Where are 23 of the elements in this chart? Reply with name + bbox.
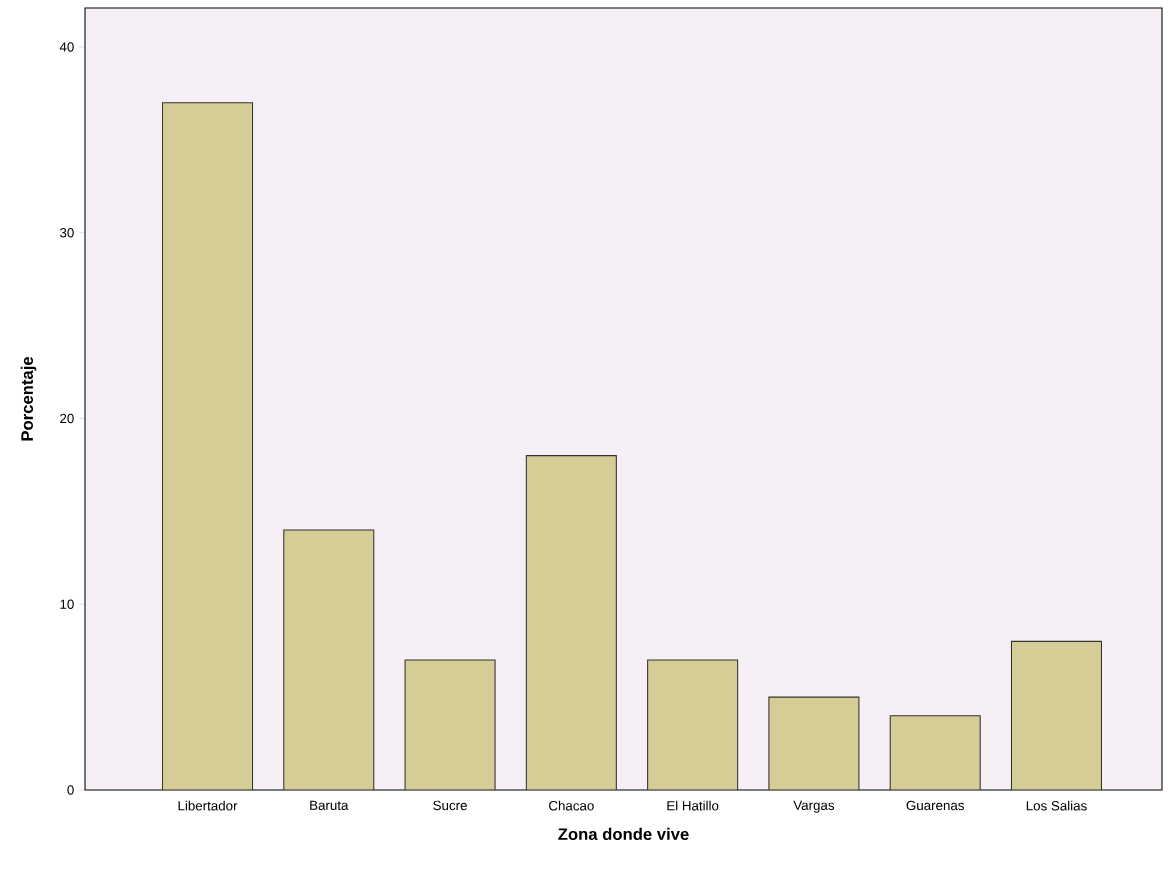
x-tick-label: Los Salias xyxy=(1026,800,1087,811)
bar xyxy=(768,696,860,790)
y-tick-label: 40 xyxy=(59,42,74,52)
bar xyxy=(525,455,617,790)
y-tick-label: 0 xyxy=(67,785,74,795)
bar xyxy=(889,715,981,790)
y-axis-title: Porcentaje xyxy=(20,356,37,441)
bar xyxy=(647,659,739,790)
x-tick-label: Baruta xyxy=(310,800,349,810)
bar xyxy=(283,529,375,790)
y-tick-label: 20 xyxy=(60,413,74,424)
y-tick-label: 30 xyxy=(59,228,74,238)
bar xyxy=(404,659,496,790)
x-tick-label: Vargas xyxy=(793,800,835,813)
x-tick-label: El Hatillo xyxy=(667,800,719,811)
x-tick-label: Libertador xyxy=(178,800,238,811)
y-tick-label: 10 xyxy=(60,599,74,609)
bar xyxy=(161,102,254,790)
x-tick-label: Sucre xyxy=(433,800,467,811)
x-axis-title: Zona donde vive xyxy=(558,827,689,841)
bar xyxy=(1010,640,1103,790)
x-tick-label: Guarenas xyxy=(906,800,964,811)
x-tick-label: Chacao xyxy=(549,800,594,811)
